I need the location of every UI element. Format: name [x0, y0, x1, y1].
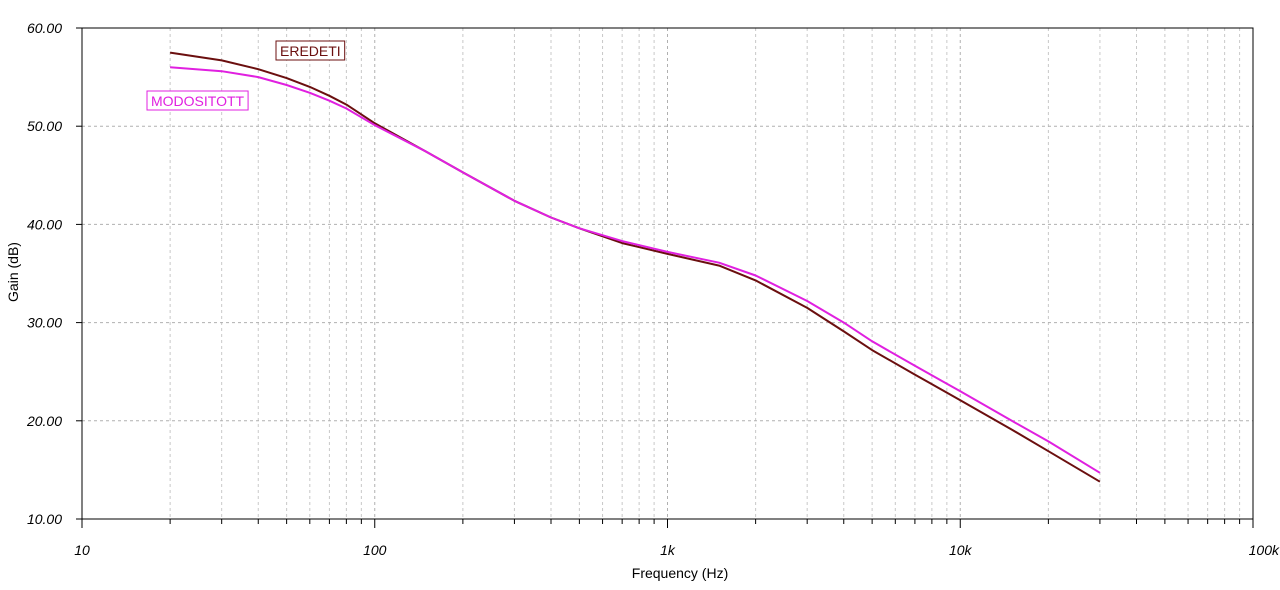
series-line-eredeti	[169, 51, 1101, 483]
x-tick-label: 10	[74, 542, 90, 558]
y-tick-label: 60.00	[27, 20, 62, 36]
series-labels: EREDETI MODOSITOTT	[146, 40, 346, 111]
series-line-modositott	[170, 66, 1101, 474]
x-axis-ticks: 10 100 1k 10k 100k	[74, 519, 1280, 558]
y-tick-label: 30.00	[27, 315, 62, 331]
series-label-text: EREDETI	[280, 43, 341, 59]
x-tick-label: 100	[363, 542, 387, 558]
y-axis-ticks: 10.00 20.00 30.00 40.00 50.00 60.00	[26, 20, 82, 527]
y-tick-label: 40.00	[27, 216, 62, 232]
y-tick-label: 10.00	[27, 511, 62, 527]
x-tick-label: 1k	[660, 542, 676, 558]
series-label-box	[146, 90, 249, 111]
series-label-modositott: MODOSITOTT	[146, 90, 249, 111]
y-axis-title: Gain (dB)	[5, 242, 21, 302]
x-tick-label: 100k	[1249, 542, 1280, 558]
series-label-box	[275, 40, 346, 61]
y-tick-label: 50.00	[27, 118, 62, 134]
series-lines	[169, 51, 1101, 483]
x-tick-label: 10k	[949, 542, 973, 558]
x-axis-title: Frequency (Hz)	[632, 565, 728, 581]
series-label-text: MODOSITOTT	[151, 93, 245, 109]
grid-lines	[81, 27, 1254, 520]
series-label-eredeti: EREDETI	[275, 40, 346, 61]
y-tick-label: 20.00	[26, 413, 62, 429]
